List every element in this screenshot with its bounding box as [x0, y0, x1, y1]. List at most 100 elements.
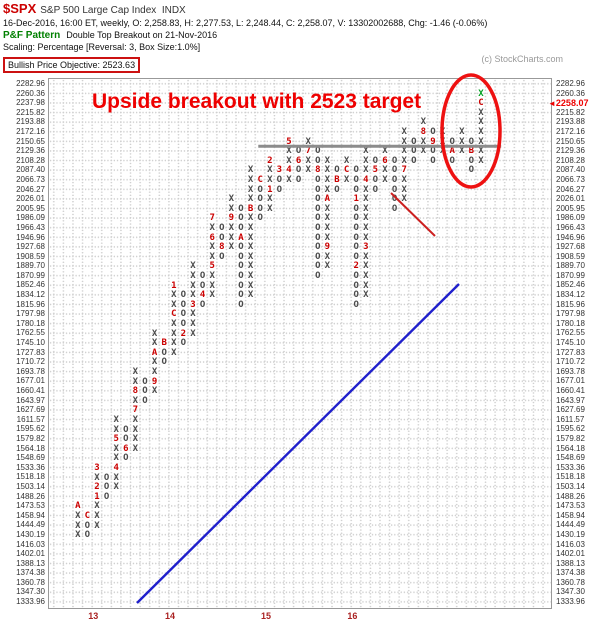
pnf-o-mark: O — [123, 434, 129, 445]
pnf-o-mark: O — [411, 146, 417, 157]
pnf-o-mark: O — [238, 299, 244, 310]
pnf-x-mark: X — [401, 194, 407, 205]
pnf-o-mark: O — [449, 155, 455, 166]
pnf-x-mark: X — [382, 175, 388, 185]
pnf-x-mark: X — [247, 175, 254, 185]
price-label: 1852.46 — [16, 280, 45, 290]
pnf-o-mark: O — [295, 165, 302, 176]
pnf-o-mark: O — [199, 271, 206, 281]
year-label: 16 — [347, 611, 358, 621]
year-label: 13 — [88, 611, 99, 621]
pnf-o-mark: O — [315, 203, 321, 214]
month-marker: 5 — [372, 165, 379, 176]
pnf-o-mark: O — [257, 184, 263, 195]
month-marker: 6 — [123, 443, 129, 454]
price-label: 1388.13 — [16, 558, 45, 568]
month-marker: 3 — [94, 463, 100, 473]
month-marker: 8 — [420, 127, 427, 137]
price-label: 1834.12 — [556, 290, 585, 300]
pnf-o-mark: O — [391, 203, 398, 214]
price-label: 2066.73 — [556, 174, 585, 184]
pnf-o-mark: O — [315, 213, 321, 224]
pnf-o-mark: O — [411, 155, 417, 166]
month-marker: 4 — [363, 175, 369, 185]
pnf-o-mark: O — [238, 251, 244, 262]
price-label: 1834.12 — [16, 290, 45, 300]
pnf-o-mark: O — [257, 203, 263, 214]
price-label: 1595.62 — [556, 424, 585, 434]
pnf-x-mark: X — [363, 213, 369, 224]
y-axis-left: 2282.96 2260.36 2237.98 2215.82 2193.88 2172.… — [0, 79, 45, 607]
pnf-o-mark: O — [219, 251, 225, 262]
price-label: 1946.96 — [16, 232, 45, 242]
month-marker: 5 — [286, 136, 292, 147]
pnf-o-mark: O — [315, 271, 321, 281]
month-marker: B — [247, 203, 254, 214]
price-label: 2066.73 — [16, 174, 45, 184]
pattern-label: P&F Pattern — [3, 30, 61, 41]
price-label: 1745.10 — [16, 338, 45, 348]
pnf-o-mark: O — [276, 175, 283, 185]
title-line: $SPX S&P 500 Large Cap Index INDX — [3, 2, 487, 18]
pnf-x-mark: X — [363, 261, 369, 272]
pnf-x-mark: X — [401, 136, 407, 147]
month-marker: 5 — [209, 261, 215, 272]
month-marker: A — [324, 194, 331, 205]
price-label: 1402.01 — [556, 549, 585, 559]
pnf-x-mark: X — [247, 165, 254, 176]
pnf-o-mark: O — [353, 203, 359, 214]
price-label: 1780.18 — [556, 318, 585, 328]
pnf-x-mark: X — [75, 530, 81, 541]
pnf-o-mark: O — [123, 424, 129, 435]
pnf-x-mark: X — [363, 155, 369, 166]
price-label: 1488.26 — [16, 491, 45, 501]
pnf-o-mark: O — [315, 194, 321, 205]
pnf-x-mark: X — [343, 175, 350, 185]
price-label: 2282.96 — [556, 79, 585, 88]
pnf-x-mark: X — [363, 184, 369, 195]
month-marker: C — [343, 165, 350, 176]
pnf-x-mark: X — [228, 203, 235, 214]
price-label: 1762.55 — [16, 328, 45, 338]
pnf-x-mark: X — [382, 146, 388, 157]
pnf-o-mark: O — [315, 242, 321, 253]
pnf-o-mark: O — [238, 242, 244, 253]
pnf-o-mark: O — [353, 251, 359, 262]
pnf-x-mark: X — [363, 203, 369, 214]
price-label: 1473.53 — [556, 501, 585, 511]
price-label: 2237.98 — [16, 98, 45, 108]
pnf-x-mark: X — [324, 213, 331, 224]
pnf-x-mark: X — [132, 376, 139, 387]
price-label: 1815.96 — [556, 299, 585, 309]
pnf-x-mark: X — [132, 415, 139, 425]
price-label: 1360.78 — [556, 577, 585, 587]
pnf-x-mark: X — [113, 415, 119, 425]
pnf-x-mark: X — [132, 395, 139, 406]
price-objective-badge: Bullish Price Objective: 2523.63 — [3, 57, 141, 73]
pnf-x-mark: X — [190, 328, 196, 339]
pnf-x-mark: X — [401, 175, 407, 185]
pnf-x-mark: X — [228, 223, 235, 233]
price-label: 1579.82 — [16, 433, 45, 443]
pnf-x-mark: X — [420, 136, 427, 147]
pnf-o-mark: O — [161, 357, 167, 368]
pnf-x-mark: X — [209, 251, 215, 262]
price-label: 2150.65 — [556, 136, 585, 146]
current-price-callout: ◄2258.07 — [548, 98, 588, 108]
pnf-o-mark: O — [238, 261, 244, 272]
pnf-o-mark: O — [353, 299, 359, 310]
price-label: 1660.41 — [16, 386, 45, 395]
pnf-x-mark: X — [324, 251, 331, 262]
pnf-x-mark: X — [267, 175, 273, 185]
price-label: 1780.18 — [16, 318, 45, 328]
price-label: 2172.16 — [556, 126, 585, 136]
pnf-x-mark: X — [401, 146, 407, 157]
pnf-o-mark: O — [430, 146, 436, 157]
pnf-o-mark: O — [238, 203, 244, 214]
month-marker: B — [334, 175, 340, 185]
price-label: 1870.99 — [16, 270, 45, 280]
price-label: 1677.01 — [16, 376, 45, 386]
pnf-x-mark: X — [286, 155, 292, 166]
month-marker: 9 — [228, 213, 235, 224]
